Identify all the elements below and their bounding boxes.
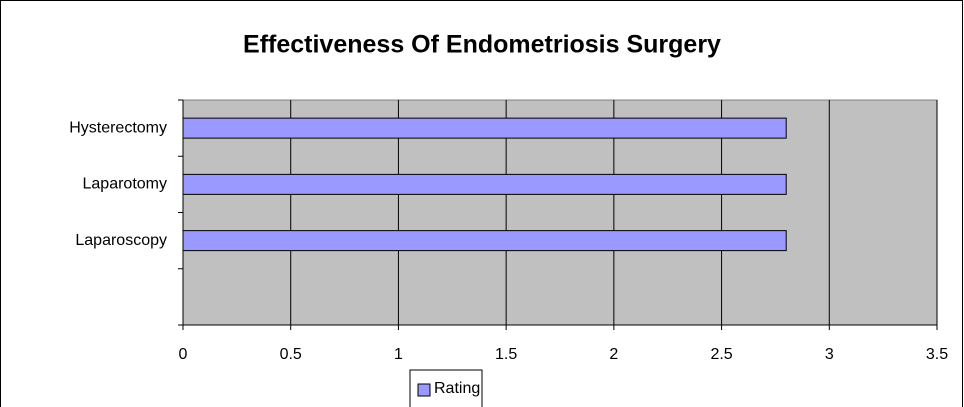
- x-tick-label: 2.5: [710, 346, 732, 363]
- legend-swatch: [417, 383, 431, 397]
- x-tick-label: 3: [825, 346, 834, 363]
- legend-label: Rating: [434, 380, 480, 397]
- y-tick-label: Laparoscopy: [75, 232, 167, 249]
- bar: [182, 117, 787, 139]
- bar: [182, 173, 787, 195]
- x-tick-label: 0: [179, 346, 188, 363]
- x-tick-label: 0.5: [280, 346, 302, 363]
- chart-title: Effectiveness Of Endometriosis Surgery: [243, 31, 721, 59]
- x-tick-label: 1.5: [495, 346, 517, 363]
- x-tick-label: 3.5: [926, 346, 948, 363]
- y-tick-label: Laparotomy: [83, 176, 168, 193]
- y-tick-label: Hysterectomy: [69, 119, 167, 136]
- x-tick-label: 1: [394, 346, 403, 363]
- bar: [182, 230, 787, 252]
- x-tick-label: 2: [609, 346, 618, 363]
